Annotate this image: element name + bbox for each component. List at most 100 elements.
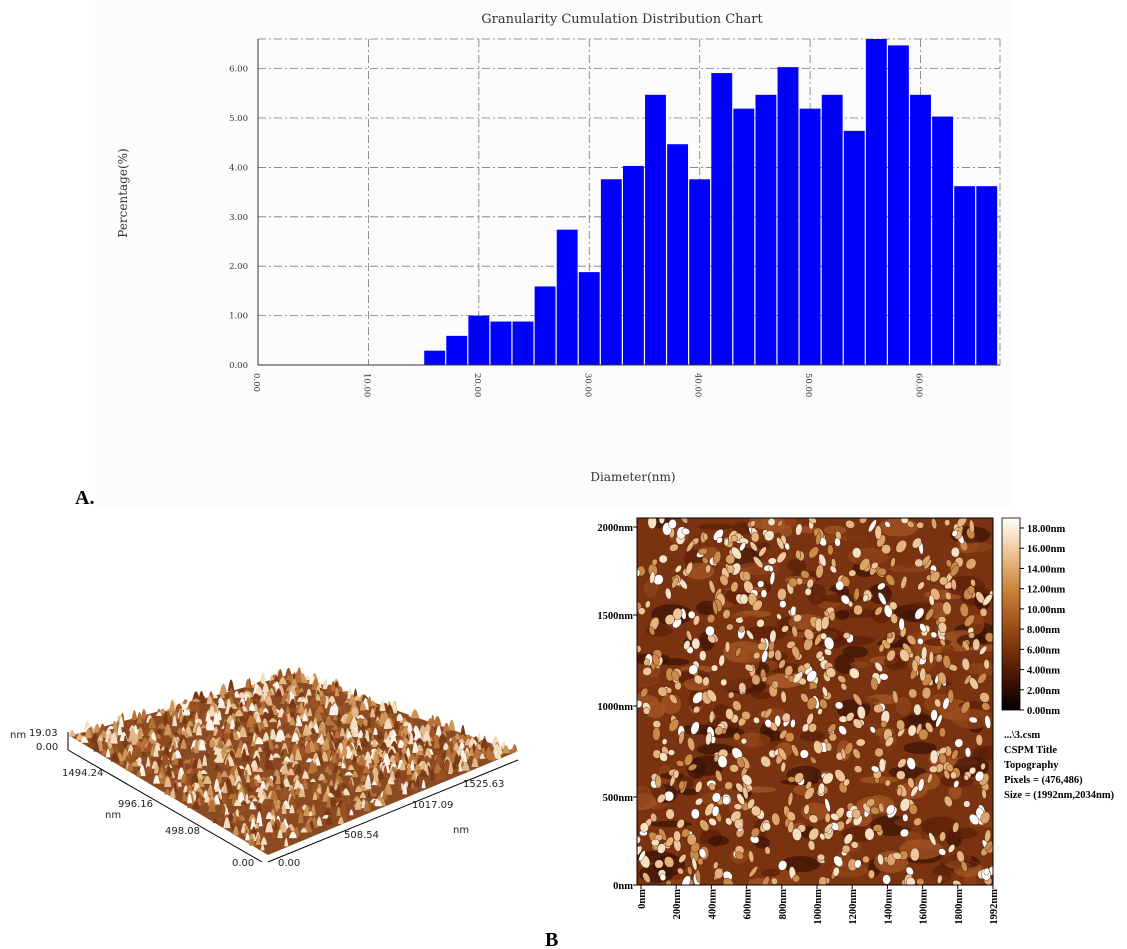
surface-peak — [275, 688, 283, 697]
surface-peak — [276, 725, 285, 731]
surface-peak — [480, 747, 486, 756]
topography-background-patch — [806, 583, 827, 605]
topography-grain — [983, 659, 990, 670]
surface-peak — [216, 817, 223, 821]
topography-grain — [900, 828, 909, 838]
surface-peak — [176, 727, 183, 735]
topography-grain — [753, 716, 760, 724]
surface-peak — [269, 789, 278, 800]
surface-peak — [237, 716, 247, 722]
surface-peak — [101, 741, 110, 750]
surface-peak — [346, 796, 352, 805]
topography-grain — [777, 519, 784, 527]
topography-grain — [642, 707, 651, 715]
topography-grain — [808, 546, 819, 559]
topography-grain — [733, 818, 744, 830]
histogram-bar — [446, 335, 468, 365]
surface-peak — [359, 792, 367, 799]
topography-grain — [878, 758, 886, 773]
surface-peak — [136, 712, 143, 724]
file-info-line: CSPM Title — [1004, 745, 1057, 756]
topography-grain — [691, 637, 701, 650]
surface-peak — [325, 815, 333, 825]
topography-grain — [637, 700, 643, 708]
surface-peak — [182, 759, 191, 764]
topography-grain — [709, 710, 715, 724]
surface-peak — [302, 713, 308, 722]
surface-peak — [410, 772, 417, 783]
topography-grain — [851, 809, 861, 819]
surface-peak — [205, 734, 214, 741]
surface-peak — [415, 775, 420, 787]
surface-peak — [164, 776, 172, 788]
topography-grain — [685, 561, 693, 575]
topography-grain — [843, 778, 850, 787]
histogram-bar — [689, 179, 711, 365]
surface-peak — [258, 817, 263, 827]
topography-grain — [742, 570, 751, 582]
topography-background-patch — [960, 542, 993, 552]
topography-grain — [733, 803, 743, 810]
topography-grain — [760, 755, 771, 768]
surface-peak — [322, 678, 329, 690]
topography-background-patch — [921, 816, 960, 837]
topography-grain — [896, 786, 903, 797]
topography-background-patch — [834, 653, 856, 675]
topography-grain — [928, 765, 939, 773]
surface-peak — [294, 670, 302, 683]
surface-peak — [265, 811, 273, 820]
map-x-tick-label: 800nm — [778, 889, 789, 920]
surface-peak — [316, 816, 323, 827]
surface-peak — [334, 687, 340, 697]
topography-grain — [807, 840, 816, 851]
topography-grain — [683, 640, 691, 650]
surface-peak — [289, 716, 296, 726]
histogram-bar — [578, 272, 600, 365]
topography-grain — [711, 805, 720, 817]
surface-peak — [287, 713, 292, 723]
topography-grain — [738, 682, 747, 694]
surface-peak — [443, 722, 450, 732]
surface-peak — [181, 703, 187, 710]
topography-grain — [651, 838, 660, 847]
surface-peak — [208, 705, 216, 717]
topography-background-patch — [924, 638, 952, 647]
topography-grain — [952, 821, 960, 833]
surface-peak — [263, 740, 271, 752]
surface-peak — [254, 736, 263, 745]
y-tick-label: 5.00 — [229, 114, 248, 124]
surface-peak — [336, 807, 341, 816]
topography-grain — [667, 749, 675, 756]
surface-peak — [150, 746, 155, 757]
topography-grain — [951, 749, 959, 760]
surface-peak — [190, 772, 199, 783]
surface-peak — [422, 730, 431, 742]
surface-peak — [300, 827, 308, 833]
topography-grain — [671, 576, 679, 589]
surface-peak — [109, 732, 118, 744]
topography-grain — [664, 856, 675, 868]
map-x-tick-label: 1000nm — [813, 889, 824, 925]
surface-peak — [257, 746, 263, 752]
surface-peak — [319, 693, 328, 705]
topography-grain — [953, 780, 960, 788]
topography-grain — [718, 654, 725, 667]
topography-grain — [956, 518, 968, 528]
surface-peak — [136, 769, 142, 777]
colorbar-tick-label: 16.00nm — [1027, 544, 1065, 555]
surface-peak — [202, 775, 212, 784]
histogram-bar — [799, 108, 821, 366]
topography-grain — [897, 758, 907, 769]
surface-peak — [312, 762, 318, 772]
surface-peak — [160, 754, 170, 765]
topography-background-patch — [835, 610, 850, 620]
topography-grain — [974, 770, 985, 782]
surface-peak — [170, 744, 176, 753]
surface-y-tick-0: 0.00 — [232, 858, 254, 869]
histogram-bar — [910, 94, 931, 365]
topography-grain — [919, 623, 927, 633]
topography-grain — [767, 557, 777, 565]
topography-grain — [835, 580, 845, 591]
map-x-tick-label: 0nm — [637, 889, 648, 909]
surface-peak — [353, 740, 358, 749]
